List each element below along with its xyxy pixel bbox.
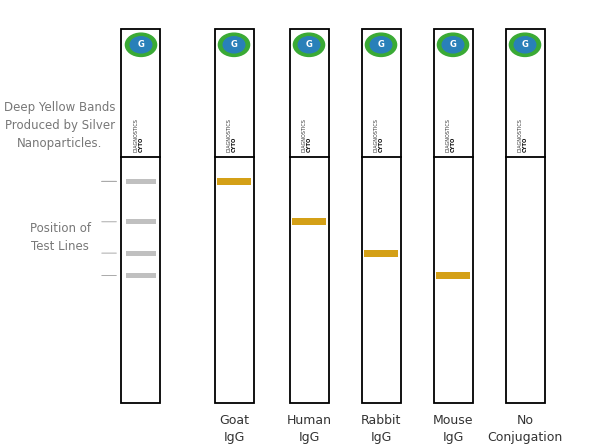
Text: DIAGNOSTICS: DIAGNOSTICS	[302, 118, 307, 152]
Circle shape	[125, 33, 157, 56]
Text: DIAGNOSTICS: DIAGNOSTICS	[518, 118, 523, 152]
Text: G: G	[449, 40, 457, 49]
Circle shape	[514, 37, 536, 53]
Text: G: G	[377, 40, 385, 49]
Text: G: G	[230, 40, 238, 49]
Text: DIAGNOSTICS: DIAGNOSTICS	[374, 118, 379, 152]
Bar	[505, 29, 545, 403]
Bar	[127, 273, 155, 278]
Text: DIAGNOSTICS: DIAGNOSTICS	[134, 118, 139, 152]
Bar	[364, 250, 398, 257]
Text: Goat
IgG: Goat IgG	[219, 414, 249, 444]
Bar	[292, 218, 326, 225]
Text: G: G	[521, 40, 529, 49]
Text: CYTO: CYTO	[139, 137, 143, 152]
Text: DIAGNOSTICS: DIAGNOSTICS	[446, 118, 451, 152]
Text: G: G	[137, 40, 145, 49]
Text: No
Conjugation: No Conjugation	[487, 414, 563, 444]
Bar	[215, 29, 254, 403]
Text: Human
IgG: Human IgG	[287, 414, 331, 444]
Circle shape	[223, 37, 245, 53]
Circle shape	[370, 37, 392, 53]
Circle shape	[509, 33, 541, 56]
Text: Position of
Test Lines: Position of Test Lines	[29, 222, 91, 253]
Circle shape	[298, 37, 320, 53]
Text: Mouse
IgG: Mouse IgG	[433, 414, 473, 444]
Text: CYTO: CYTO	[451, 137, 455, 152]
Text: CYTO: CYTO	[379, 137, 383, 152]
Bar	[127, 251, 155, 255]
Bar	[127, 179, 155, 184]
Text: G: G	[305, 40, 313, 49]
Bar	[217, 178, 251, 185]
Circle shape	[365, 33, 397, 56]
Text: CYTO: CYTO	[523, 137, 527, 152]
Bar	[436, 272, 470, 279]
Bar	[361, 29, 401, 403]
Text: Rabbit
IgG: Rabbit IgG	[361, 414, 401, 444]
Bar	[433, 29, 473, 403]
Text: CYTO: CYTO	[232, 137, 236, 152]
Circle shape	[437, 33, 469, 56]
Text: Deep Yellow Bands
Produced by Silver
Nanoparticles.: Deep Yellow Bands Produced by Silver Nan…	[4, 101, 116, 150]
Circle shape	[218, 33, 250, 56]
Bar	[121, 29, 160, 403]
Circle shape	[442, 37, 464, 53]
Bar	[127, 220, 155, 224]
Text: DIAGNOSTICS: DIAGNOSTICS	[227, 118, 232, 152]
Circle shape	[130, 37, 152, 53]
Bar	[290, 29, 329, 403]
Text: CYTO: CYTO	[307, 137, 311, 152]
Circle shape	[293, 33, 325, 56]
